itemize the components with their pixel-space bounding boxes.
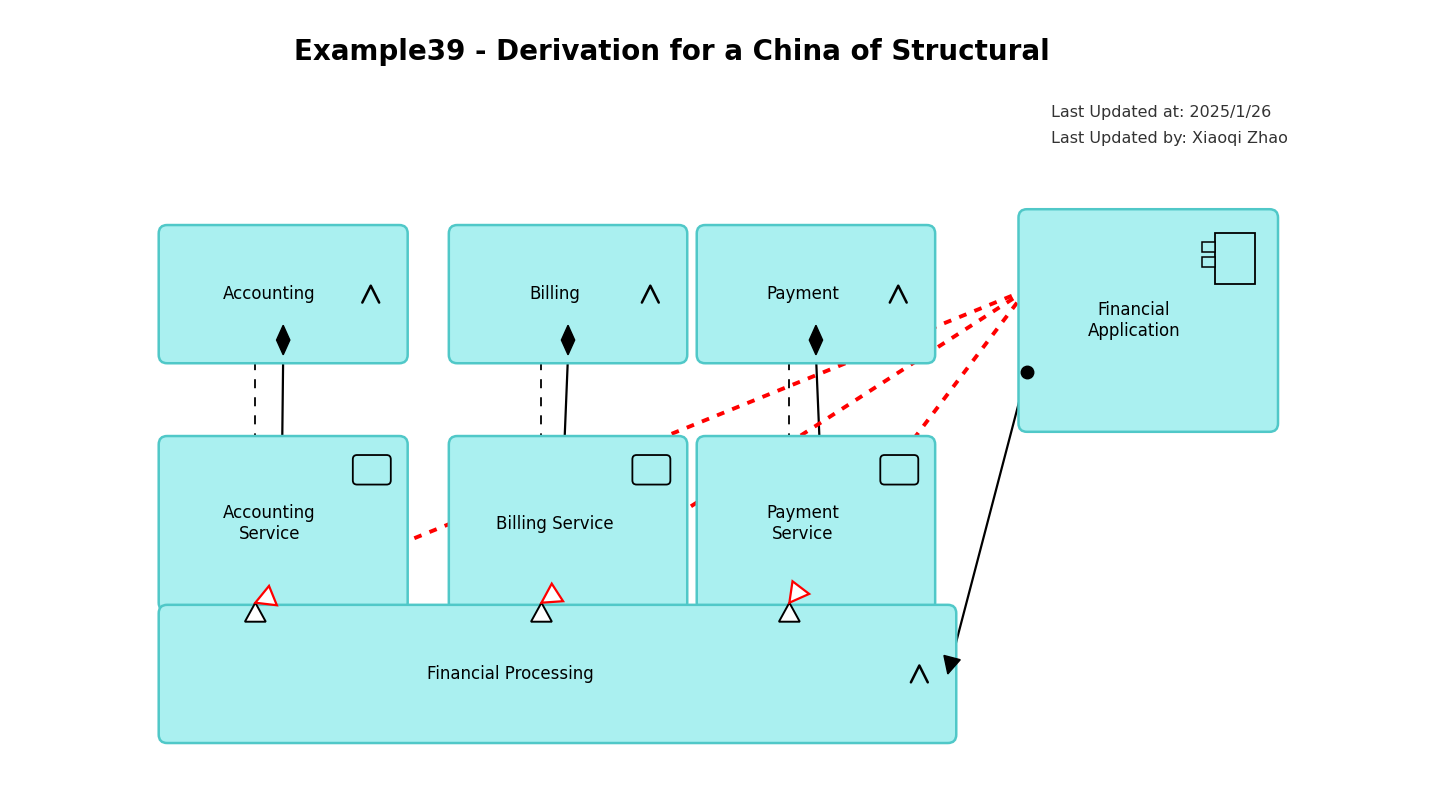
Bar — [1203, 256, 1214, 268]
FancyBboxPatch shape — [696, 225, 936, 363]
Polygon shape — [245, 603, 265, 622]
Text: Payment
Service: Payment Service — [766, 504, 839, 543]
FancyBboxPatch shape — [633, 455, 671, 484]
FancyBboxPatch shape — [1018, 209, 1278, 432]
Text: Payment: Payment — [766, 285, 839, 303]
Bar — [1203, 242, 1214, 252]
Text: Financial Processing: Financial Processing — [427, 665, 594, 683]
FancyBboxPatch shape — [159, 225, 408, 363]
Text: Billing Service: Billing Service — [496, 515, 613, 533]
Text: Example39 - Derivation for a China of Structural: Example39 - Derivation for a China of St… — [294, 38, 1050, 66]
Bar — [1214, 233, 1255, 284]
Text: Accounting
Service: Accounting Service — [224, 504, 316, 543]
Text: Billing: Billing — [529, 285, 580, 303]
FancyBboxPatch shape — [696, 436, 936, 611]
FancyBboxPatch shape — [353, 455, 391, 484]
FancyBboxPatch shape — [448, 436, 688, 611]
Polygon shape — [541, 584, 562, 603]
FancyBboxPatch shape — [159, 605, 956, 743]
Text: Accounting: Accounting — [224, 285, 316, 303]
Polygon shape — [277, 326, 290, 355]
Text: Financial
Application: Financial Application — [1087, 301, 1180, 340]
Text: Last Updated by: Xiaoqi Zhao: Last Updated by: Xiaoqi Zhao — [1051, 131, 1288, 146]
Polygon shape — [809, 326, 822, 355]
FancyBboxPatch shape — [448, 225, 688, 363]
Polygon shape — [789, 581, 809, 603]
Text: Last Updated at: 2025/1/26: Last Updated at: 2025/1/26 — [1051, 105, 1272, 120]
Polygon shape — [945, 656, 960, 674]
Polygon shape — [561, 326, 575, 355]
Polygon shape — [255, 586, 277, 605]
FancyBboxPatch shape — [880, 455, 919, 484]
FancyBboxPatch shape — [159, 436, 408, 611]
Polygon shape — [779, 603, 800, 622]
Polygon shape — [531, 603, 552, 622]
